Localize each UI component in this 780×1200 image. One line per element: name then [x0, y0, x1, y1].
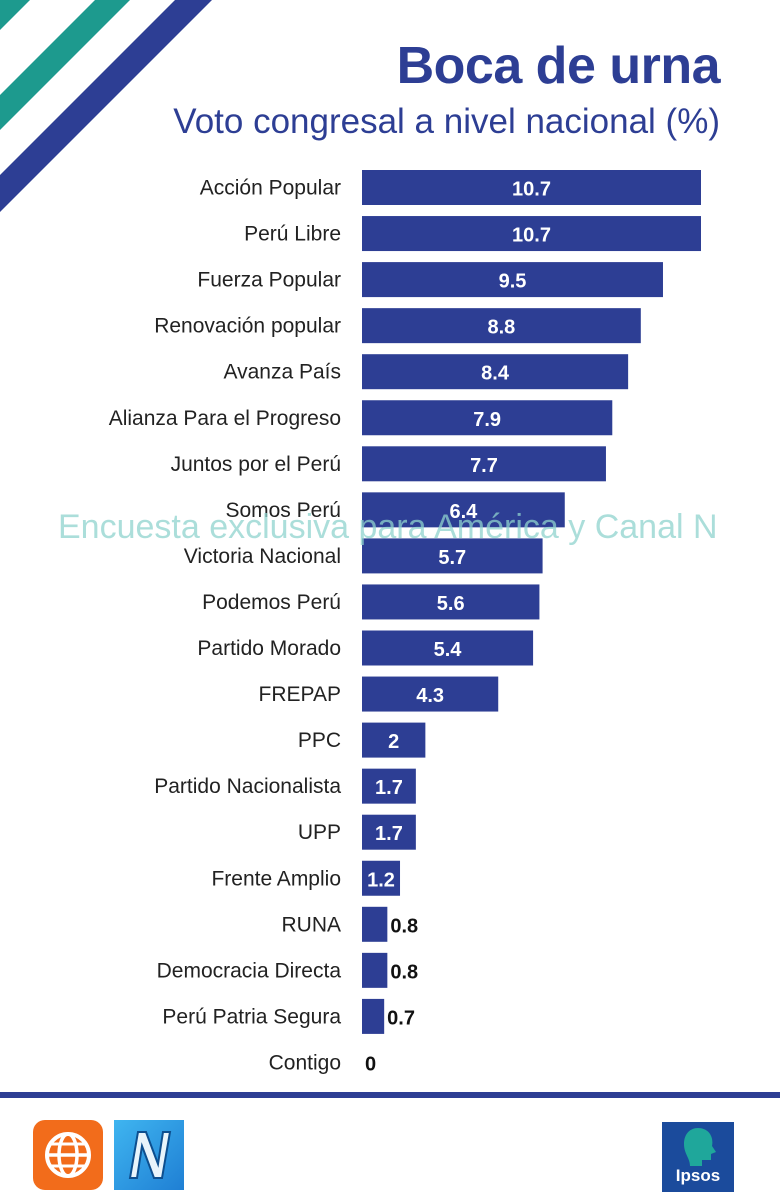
bar — [362, 492, 565, 528]
value-label: 0.8 — [390, 915, 418, 937]
value-label: 1.7 — [375, 777, 403, 799]
watermark-text: Encuesta exclusiva para América y Canal … — [58, 508, 718, 546]
value-label: 1.2 — [367, 869, 395, 891]
decorative-stripes — [0, 0, 212, 212]
blue-stripe — [0, 0, 212, 212]
value-label: 4.3 — [416, 685, 444, 707]
category-label: Podemos Perú — [202, 591, 341, 614]
bar — [362, 584, 540, 620]
ipsos-head-icon — [684, 1128, 716, 1166]
value-label: 5.6 — [437, 593, 465, 615]
bar — [362, 860, 401, 896]
bar — [362, 354, 629, 390]
chart-title: Boca de urna — [396, 37, 721, 95]
category-label: Democracia Directa — [157, 959, 342, 982]
value-label: 8.4 — [481, 363, 510, 385]
category-label: Renovación popular — [154, 315, 341, 338]
bar — [362, 262, 663, 298]
category-label: Somos Perú — [225, 499, 341, 522]
category-label: Acción Popular — [200, 177, 341, 200]
canal-n-logo — [114, 1120, 184, 1190]
bar — [362, 814, 416, 850]
category-label: FREPAP — [259, 683, 341, 706]
bar — [362, 952, 388, 988]
teal-stripe — [0, 0, 30, 30]
value-label: 9.5 — [499, 271, 527, 293]
value-label: 10.7 — [512, 225, 551, 247]
bar — [362, 998, 385, 1034]
value-label: 0 — [365, 1053, 376, 1075]
bar — [362, 538, 543, 574]
category-label: Fuerza Popular — [197, 269, 341, 292]
category-label: Victoria Nacional — [184, 545, 341, 568]
value-label: 0.8 — [390, 961, 418, 983]
value-label: 7.7 — [470, 455, 498, 477]
value-label: 2 — [388, 731, 399, 753]
value-label: 7.9 — [473, 409, 501, 431]
category-label: PPC — [298, 729, 341, 752]
category-label: Alianza Para el Progreso — [109, 407, 341, 430]
category-label: RUNA — [281, 913, 341, 936]
bar — [362, 722, 426, 758]
category-label: Avanza País — [223, 361, 341, 384]
value-label: 1.7 — [375, 823, 403, 845]
bar — [362, 308, 641, 344]
bar — [362, 906, 388, 942]
america-tv-logo — [33, 1120, 103, 1190]
bar — [362, 768, 416, 804]
ipsos-logo: Ipsos — [662, 1122, 734, 1192]
bottom-divider — [0, 1092, 780, 1098]
category-label: Juntos por el Perú — [171, 453, 341, 476]
bar — [362, 446, 606, 482]
bar — [362, 170, 701, 205]
bar — [362, 216, 701, 252]
category-label: Frente Amplio — [211, 867, 341, 890]
category-label: Partido Morado — [197, 637, 341, 660]
ipsos-wordmark: Ipsos — [675, 1166, 721, 1185]
category-label: Contigo — [269, 1051, 341, 1074]
value-label: 5.4 — [434, 639, 463, 661]
value-label: 10.7 — [512, 179, 551, 201]
category-label: UPP — [298, 821, 341, 844]
n-letter-icon — [128, 1131, 172, 1179]
category-label: Partido Nacionalista — [154, 775, 341, 798]
value-label: 5.7 — [438, 547, 466, 569]
bar — [362, 676, 499, 712]
chart-subtitle: Voto congresal a nivel nacional (%) — [173, 102, 720, 141]
category-label: Perú Patria Segura — [162, 1005, 341, 1028]
bar-chart: Acción Popular 10.7 Perú Libre 10.7 Fuerza P… — [109, 170, 701, 1075]
teal-stripe — [0, 0, 130, 130]
bar — [362, 630, 534, 666]
value-label: 8.8 — [487, 317, 515, 339]
value-label: 0.7 — [387, 1007, 415, 1029]
bar — [362, 400, 613, 436]
globe-icon — [45, 1132, 91, 1178]
value-label: 6.4 — [449, 501, 478, 523]
category-label: Perú Libre — [244, 223, 341, 246]
